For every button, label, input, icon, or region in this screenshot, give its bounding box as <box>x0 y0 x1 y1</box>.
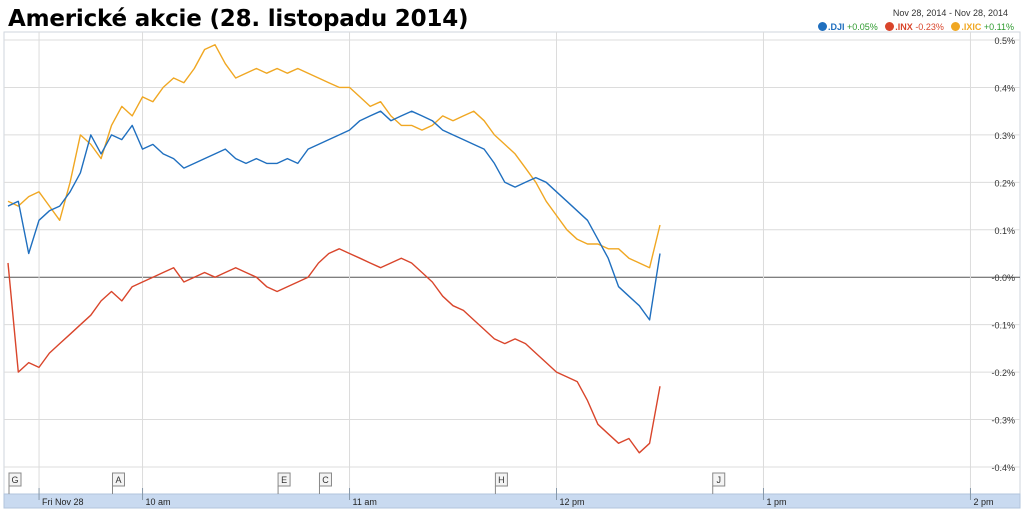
x-tick-label: 11 am <box>353 497 377 507</box>
date-range-separator: - <box>948 8 952 18</box>
x-tick-label: 2 pm <box>973 497 993 507</box>
news-marker-label: G <box>11 475 18 485</box>
time-axis-band <box>3 493 1021 509</box>
axis-layer: 0.5% 0.4% 0.3% 0.2% 0.1% -0.0% -0.1% -0.2% -0.3%… <box>3 36 1021 509</box>
news-marker-j[interactable]: J <box>712 472 726 494</box>
legend-change: +0.05% <box>846 22 878 32</box>
news-marker-label: A <box>115 475 121 485</box>
chart-title: Americké akcie (28. listopadu 2014) <box>8 6 469 32</box>
plot-frame <box>3 31 1021 495</box>
y-tick-label: 0.3% <box>994 131 1015 141</box>
news-marker-label: C <box>322 475 329 485</box>
legend-name: .IXIC <box>961 22 982 32</box>
news-marker-g[interactable]: G <box>8 472 22 494</box>
legend-item-ixic[interactable]: .IXIC +0.11% <box>951 22 1014 32</box>
series-line-ixic <box>7 44 661 269</box>
news-marker-label: H <box>498 475 505 485</box>
news-marker-box <box>111 472 125 487</box>
legend-dot-icon <box>817 22 827 31</box>
y-tick-label: -0.3% <box>991 416 1015 426</box>
legend-item-dji[interactable]: .DJI +0.05% <box>817 22 878 32</box>
series-line-inx <box>7 248 661 454</box>
news-marker-a[interactable]: A <box>111 472 125 494</box>
series-line-dji <box>7 110 661 321</box>
news-marker-box <box>494 472 508 487</box>
x-tick-label: 10 am <box>146 497 171 507</box>
news-marker-box <box>277 472 291 487</box>
y-tick-label: -0.1% <box>991 321 1015 331</box>
y-tick-label: -0.0% <box>991 273 1015 283</box>
y-tick-label: -0.4% <box>991 463 1015 473</box>
news-marker-label: J <box>716 475 721 485</box>
legend-change: -0.23% <box>915 22 944 32</box>
legend-dot-icon <box>951 22 961 31</box>
series-layer <box>7 44 661 454</box>
y-tick-label: 0.4% <box>994 83 1015 93</box>
date-range: Nov 28, 2014 - Nov 28, 2014 <box>893 8 1008 18</box>
news-marker-label: E <box>281 475 287 485</box>
legend-change: +0.11% <box>983 22 1014 32</box>
grid-layer <box>3 31 1021 495</box>
date-range-start[interactable]: Nov 28, 2014 <box>892 8 947 18</box>
legend-name: .INX <box>895 22 913 32</box>
legend-item-inx[interactable]: .INX -0.23% <box>885 22 944 32</box>
x-tick-label: 1 pm <box>766 497 786 507</box>
y-tick-label: 0.1% <box>994 226 1015 236</box>
y-tick-label: 0.5% <box>994 36 1015 46</box>
x-tick-label: 12 pm <box>560 497 585 507</box>
news-marker-e[interactable]: E <box>277 472 291 494</box>
x-tick-label: Fri Nov 28 <box>42 497 84 507</box>
date-range-end[interactable]: Nov 28, 2014 <box>954 8 1008 18</box>
legend: .DJI +0.05% .INX -0.23% .IXIC +0.11% <box>813 22 1014 32</box>
news-marker-box <box>712 472 726 487</box>
news-marker-c[interactable]: C <box>318 472 332 494</box>
y-tick-label: -0.2% <box>991 368 1015 378</box>
news-marker-h[interactable]: H <box>494 472 508 494</box>
news-marker-box <box>318 472 332 487</box>
legend-dot-icon <box>885 22 895 31</box>
news-marker-box <box>8 472 22 487</box>
y-tick-label: 0.2% <box>994 178 1015 188</box>
legend-name: .DJI <box>827 22 845 32</box>
